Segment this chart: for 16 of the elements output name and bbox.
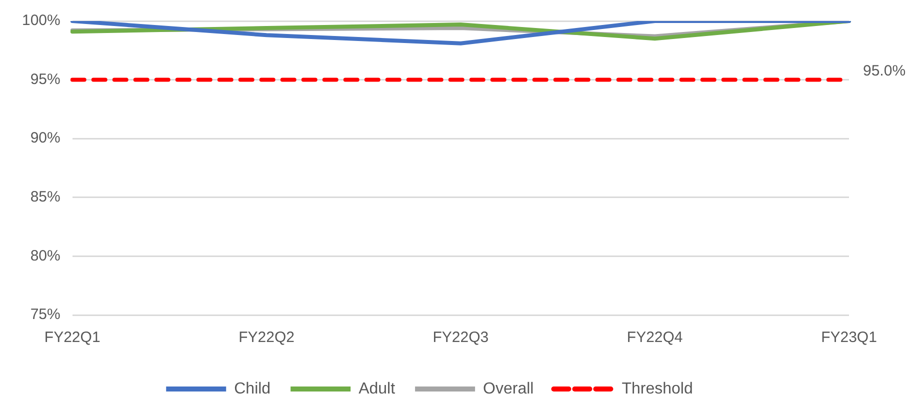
y-tick-label: 100%	[22, 12, 60, 30]
x-tick-label: FY22Q1	[44, 329, 100, 346]
x-tick-label: FY22Q2	[238, 329, 294, 346]
legend-label: Threshold	[622, 380, 693, 398]
legend-label: Child	[234, 380, 271, 398]
legend-label: Adult	[358, 380, 396, 398]
y-tick-label: 90%	[30, 130, 60, 147]
y-tick-label: 80%	[30, 247, 60, 264]
x-tick-label: FY23Q1	[821, 329, 877, 346]
x-tick-label: FY22Q3	[432, 329, 489, 346]
y-tick-label: 95%	[30, 70, 60, 88]
y-tick-label: 85%	[30, 188, 60, 206]
legend-label: Overall	[483, 380, 534, 398]
y-tick-label: 75%	[30, 306, 60, 324]
data-label: 95.0%	[863, 62, 906, 80]
x-tick-label: FY22Q4	[626, 329, 683, 346]
